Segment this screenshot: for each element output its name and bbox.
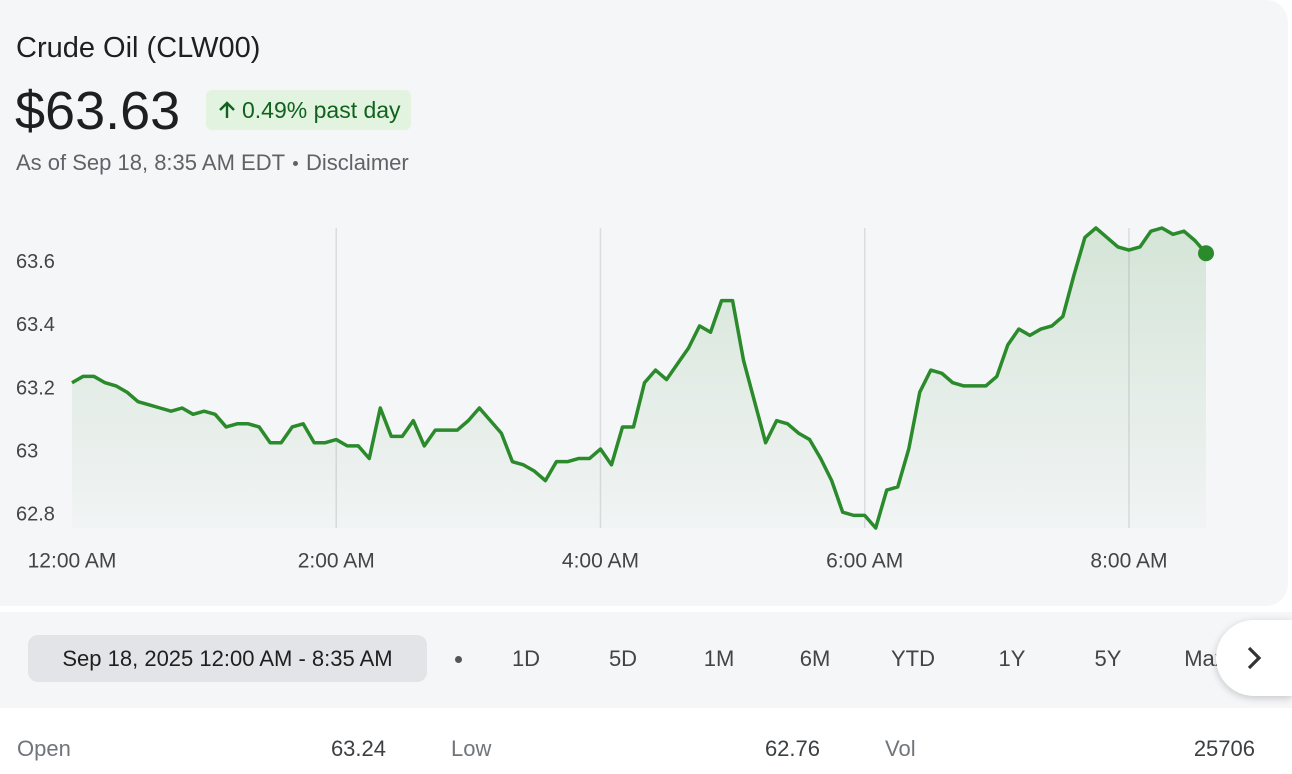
x-tick-label: 2:00 AM bbox=[298, 550, 375, 573]
stat-label: Vol bbox=[885, 736, 916, 761]
chevron-icon bbox=[1247, 646, 1262, 670]
x-tick-label: 8:00 AM bbox=[1090, 550, 1167, 573]
price: $63.63 bbox=[15, 81, 181, 141]
y-tick-label: 62.8 bbox=[16, 504, 55, 526]
date-range[interactable]: Sep 18, 2025 12:00 AM - 8:35 AM bbox=[28, 635, 427, 682]
range-option[interactable]: 1M bbox=[703, 646, 735, 671]
chart: 12:00 AM 2:00 AM 4:00 AM 6:00 AM 8:00 AM 62.8… bbox=[16, 226, 1214, 573]
disclaimer-link[interactable]: Disclaimer bbox=[306, 150, 409, 175]
next-button[interactable] bbox=[1216, 620, 1292, 696]
title: Crude Oil (CLW00) bbox=[16, 32, 261, 64]
y-tick-label: 63.6 bbox=[16, 251, 55, 273]
x-tick-label: 4:00 AM bbox=[562, 550, 639, 573]
up-arrow bbox=[219, 101, 235, 118]
as-of-line: As of Sep 18, 8:35 AM EDT Disclaimer bbox=[16, 150, 409, 176]
change-text: 0.49% past day bbox=[242, 96, 401, 123]
x-tick-label: 12:00 AM bbox=[28, 550, 117, 573]
y-tick-label: 63 bbox=[16, 440, 38, 462]
y-tick-label: 63.4 bbox=[16, 314, 55, 336]
change-badge: 0.49% past day bbox=[206, 90, 411, 130]
range-option[interactable]: 1Y bbox=[998, 646, 1026, 671]
range-option[interactable]: 6M bbox=[799, 646, 831, 671]
area-fill bbox=[72, 228, 1206, 528]
y-tick-label: 63.2 bbox=[16, 377, 55, 399]
stat-label: Open bbox=[17, 736, 71, 761]
last-point bbox=[1198, 245, 1214, 262]
range-option[interactable]: 1D bbox=[511, 646, 541, 671]
range-option[interactable]: 5Y bbox=[1094, 646, 1122, 671]
stat-label: Low bbox=[451, 736, 492, 761]
range-option[interactable]: YTD bbox=[891, 646, 935, 671]
range-option[interactable]: 5D bbox=[608, 646, 638, 671]
price-line bbox=[71, 226, 1208, 530]
as-of: As of Sep 18, 8:35 AM EDT bbox=[16, 150, 286, 175]
separator-dot bbox=[293, 160, 299, 166]
separator-dot bbox=[455, 656, 462, 663]
stat-value: 62.76 bbox=[764, 736, 820, 761]
stat-value: 63.24 bbox=[330, 736, 386, 761]
x-tick-label: 6:00 AM bbox=[826, 550, 903, 573]
stat-value: 25706 bbox=[1193, 736, 1255, 761]
